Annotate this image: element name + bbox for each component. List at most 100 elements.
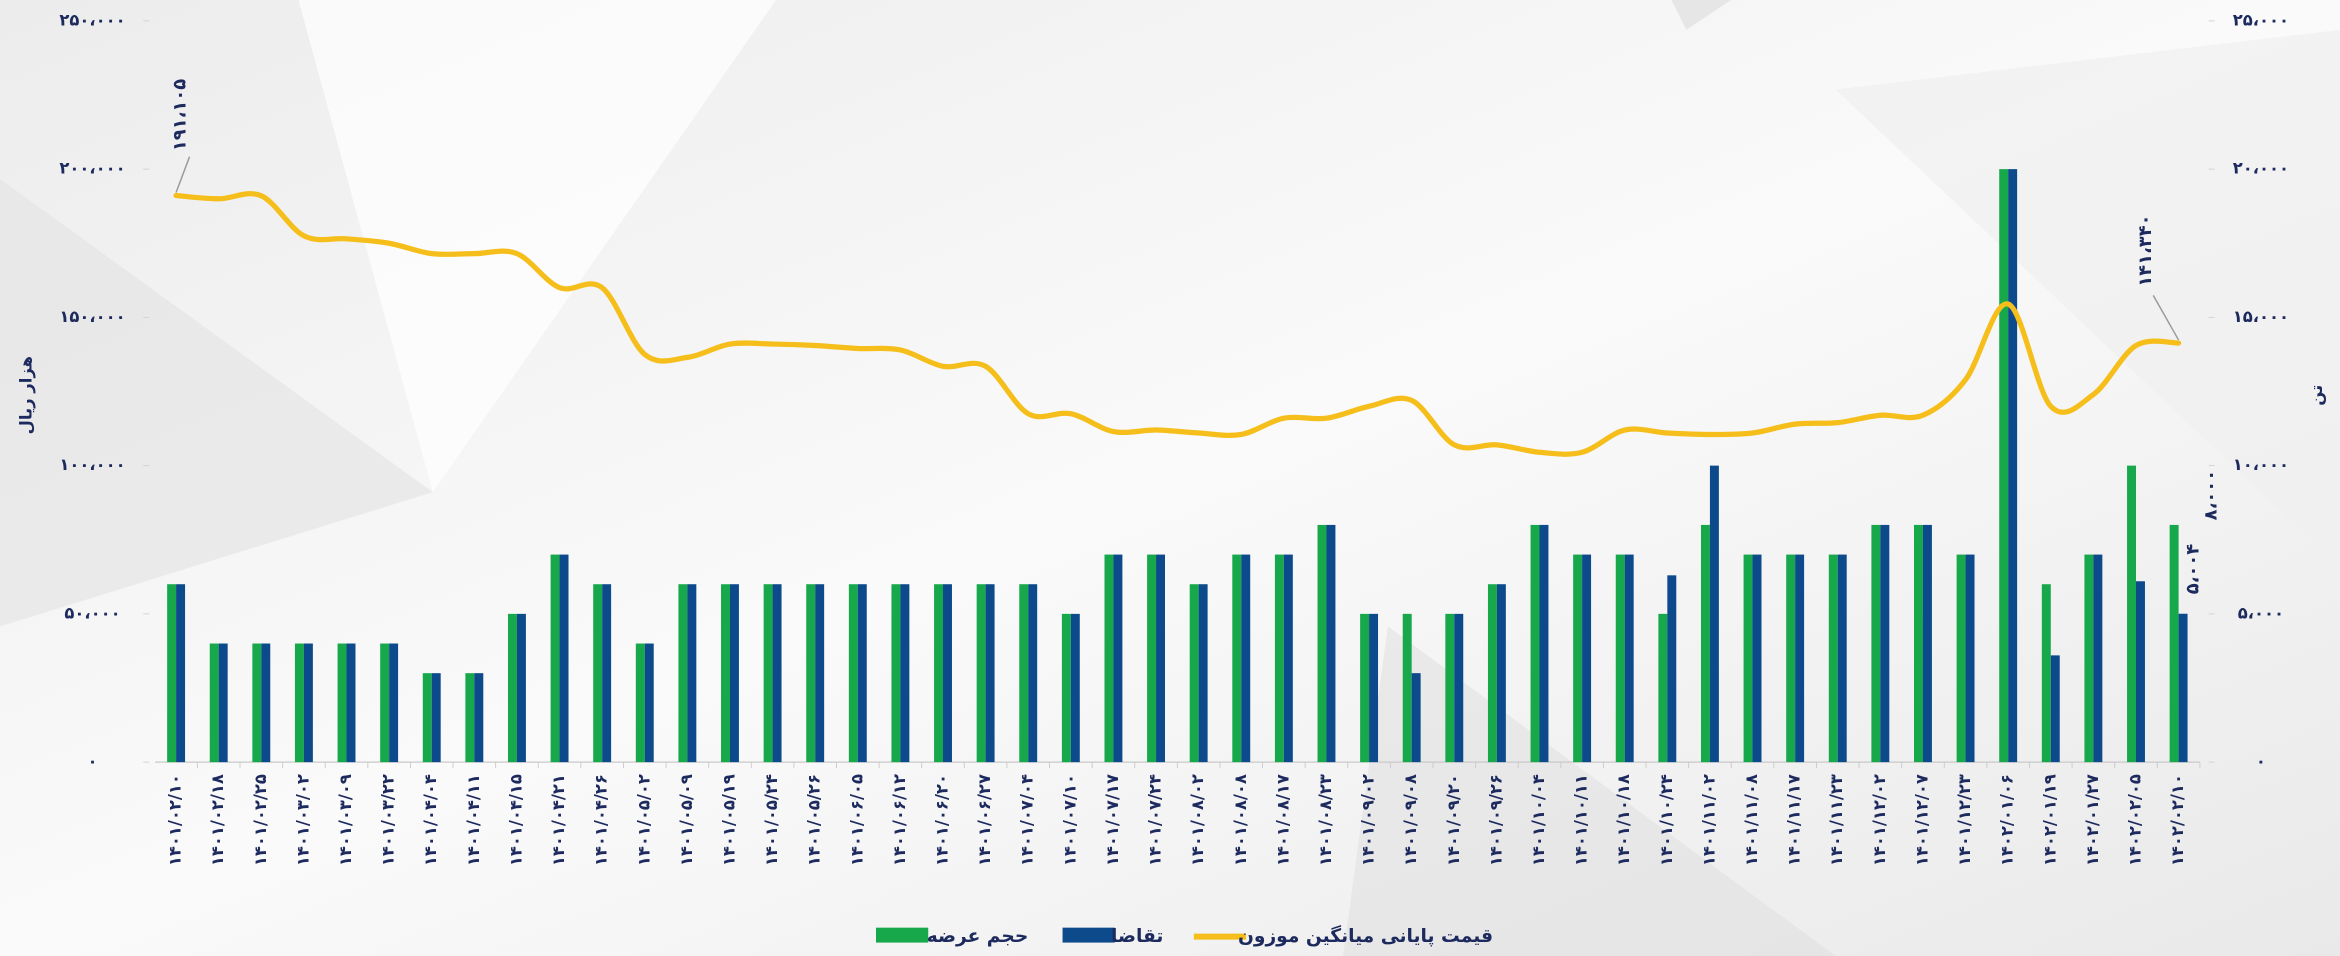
x-tick-label: ۱۴۰۱/۰۵/۲۶	[805, 774, 824, 866]
x-tick-label: ۱۴۰۱/۰۳/۰۲	[293, 774, 312, 866]
bar	[1113, 554, 1123, 763]
y-axis-title: هزار ریال	[16, 356, 35, 434]
bar	[678, 584, 688, 763]
bar	[1667, 575, 1677, 763]
x-tick-label: ۱۴۰۱/۱۱/۱۷	[1785, 774, 1804, 866]
x-tick-label: ۱۴۰۱/۱۱/۲۳	[1827, 774, 1846, 866]
bar	[559, 554, 569, 763]
x-tick-label: ۱۴۰۱/۱۲/۰۲	[1870, 774, 1889, 866]
legend-label: حجم عرضه	[927, 926, 1029, 947]
bar	[346, 643, 356, 763]
y2-tick-label: ۲۵،۰۰۰	[2233, 10, 2289, 29]
y2-tick-label: ۱۰،۰۰۰	[2233, 455, 2289, 474]
x-tick-label: ۱۴۰۲/۰۲/۰۵	[2125, 774, 2144, 866]
bar	[1795, 554, 1805, 763]
x-tick-label: ۱۴۰۱/۱۰/۰۴	[1529, 774, 1548, 866]
bar	[167, 584, 177, 763]
bar	[934, 584, 944, 763]
bar	[1496, 584, 1506, 763]
bar	[389, 643, 399, 763]
decor	[298, 0, 777, 493]
x-tick-label: ۱۴۰۱/۰۵/۰۲	[634, 774, 653, 866]
y-tick-label: ۱۰۰،۰۰۰	[59, 455, 125, 474]
x-tick-label: ۱۴۰۱/۱۱/۰۲	[1699, 774, 1718, 866]
line	[173, 191, 2182, 457]
y-tick-label: ۲۵۰،۰۰۰	[59, 10, 125, 29]
bar	[1070, 613, 1080, 763]
x-tick-label: ۱۴۰۱/۰۵/۲۴	[762, 774, 781, 866]
x-tick-label: ۱۴۰۱/۰۳/۲۲	[379, 774, 398, 866]
y-tick-label: ۰	[88, 752, 98, 771]
bar	[1360, 613, 1370, 763]
bar	[550, 554, 560, 763]
bar	[1786, 554, 1796, 763]
leader-line	[175, 156, 191, 193]
bar	[1019, 584, 1029, 763]
bar	[2008, 169, 2018, 763]
y-tick-label: ۲۰۰،۰۰۰	[59, 159, 125, 178]
bar	[261, 643, 271, 763]
bar	[1241, 554, 1251, 763]
bar	[1232, 554, 1242, 763]
bar	[1956, 554, 1966, 763]
x-tick-label: ۱۴۰۱/۰۲/۱۰	[166, 774, 185, 866]
x-tick-label: ۱۴۰۲/۰۱/۰۶	[1998, 774, 2017, 866]
bar	[687, 584, 697, 763]
bar	[635, 643, 645, 763]
bar	[763, 584, 773, 763]
bar-value-label: ۵،۰۰۴	[2183, 544, 2204, 595]
x-tick-label: ۱۴۰۱/۰۶/۰۵	[847, 774, 866, 866]
bar	[1454, 613, 1464, 763]
x-tick-label: ۱۴۰۱/۰۹/۲۰	[1444, 774, 1463, 866]
x-tick-label: ۱۴۰۱/۱۲/۰۷	[1912, 774, 1931, 866]
decor	[1835, 29, 2340, 567]
x-tick-label: ۱۴۰۱/۰۴/۲۶	[592, 774, 611, 866]
y2-tick-label: ۰	[2256, 752, 2266, 771]
bar	[1530, 524, 1540, 763]
bar	[644, 643, 654, 763]
y2-axis-title: تن	[2307, 385, 2326, 406]
x-tick-label: ۱۴۰۲/۰۱/۲۷	[2083, 774, 2102, 866]
decor	[0, 178, 433, 627]
bar	[218, 643, 228, 763]
bar	[1828, 554, 1838, 763]
bar	[2093, 554, 2103, 763]
y-tick-label: ۵۰،۰۰۰	[64, 603, 120, 622]
x-tick-label: ۱۴۰۱/۰۷/۱۰	[1060, 774, 1079, 866]
y2-tick-label: ۵،۰۰۰	[2238, 603, 2284, 622]
bar	[337, 643, 347, 763]
bar	[857, 584, 867, 763]
bar	[1028, 584, 1038, 763]
bar	[294, 643, 304, 763]
bar	[465, 673, 475, 763]
bar	[1658, 613, 1668, 763]
x-tick-label: ۱۴۰۱/۱۲/۲۳	[1955, 774, 1974, 866]
y2-tick-label: ۲۰،۰۰۰	[2233, 159, 2289, 178]
x-tick-label: ۱۴۰۱/۰۴/۱۱	[464, 774, 483, 866]
y2-tick-label: ۱۵،۰۰۰	[2233, 307, 2289, 326]
bar	[943, 584, 952, 763]
bar	[1871, 524, 1881, 763]
bar	[1539, 524, 1549, 763]
line-value-label: ۱۴۱،۳۴۰	[2135, 214, 2156, 286]
bar	[1104, 554, 1114, 763]
x-tick-label: ۱۴۰۲/۰۲/۱۰	[2168, 774, 2187, 866]
x-tick-label: ۱۴۰۱/۰۲/۲۵	[251, 774, 270, 866]
x-tick-label: ۱۴۰۱/۰۵/۱۹	[719, 774, 738, 866]
bar	[1445, 613, 1455, 763]
x-tick-label: ۱۴۰۱/۱۱/۰۸	[1742, 774, 1761, 866]
bar	[1147, 554, 1157, 763]
x-tick-label: ۱۴۰۱/۰۴/۱۵	[506, 774, 525, 866]
bar	[729, 584, 739, 763]
x-tick-label: ۱۴۰۱/۰۳/۰۹	[336, 774, 355, 866]
bar	[252, 643, 262, 763]
decor	[1671, 0, 1732, 30]
bar	[2178, 613, 2188, 763]
bar	[2169, 524, 2179, 763]
legend-swatch	[1062, 927, 1115, 943]
x-tick-label: ۱۴۰۱/۰۷/۰۴	[1018, 774, 1037, 866]
bar	[507, 613, 517, 763]
bar	[1615, 554, 1625, 763]
legend-label: تقاضا	[1111, 926, 1163, 947]
bar	[815, 584, 825, 763]
